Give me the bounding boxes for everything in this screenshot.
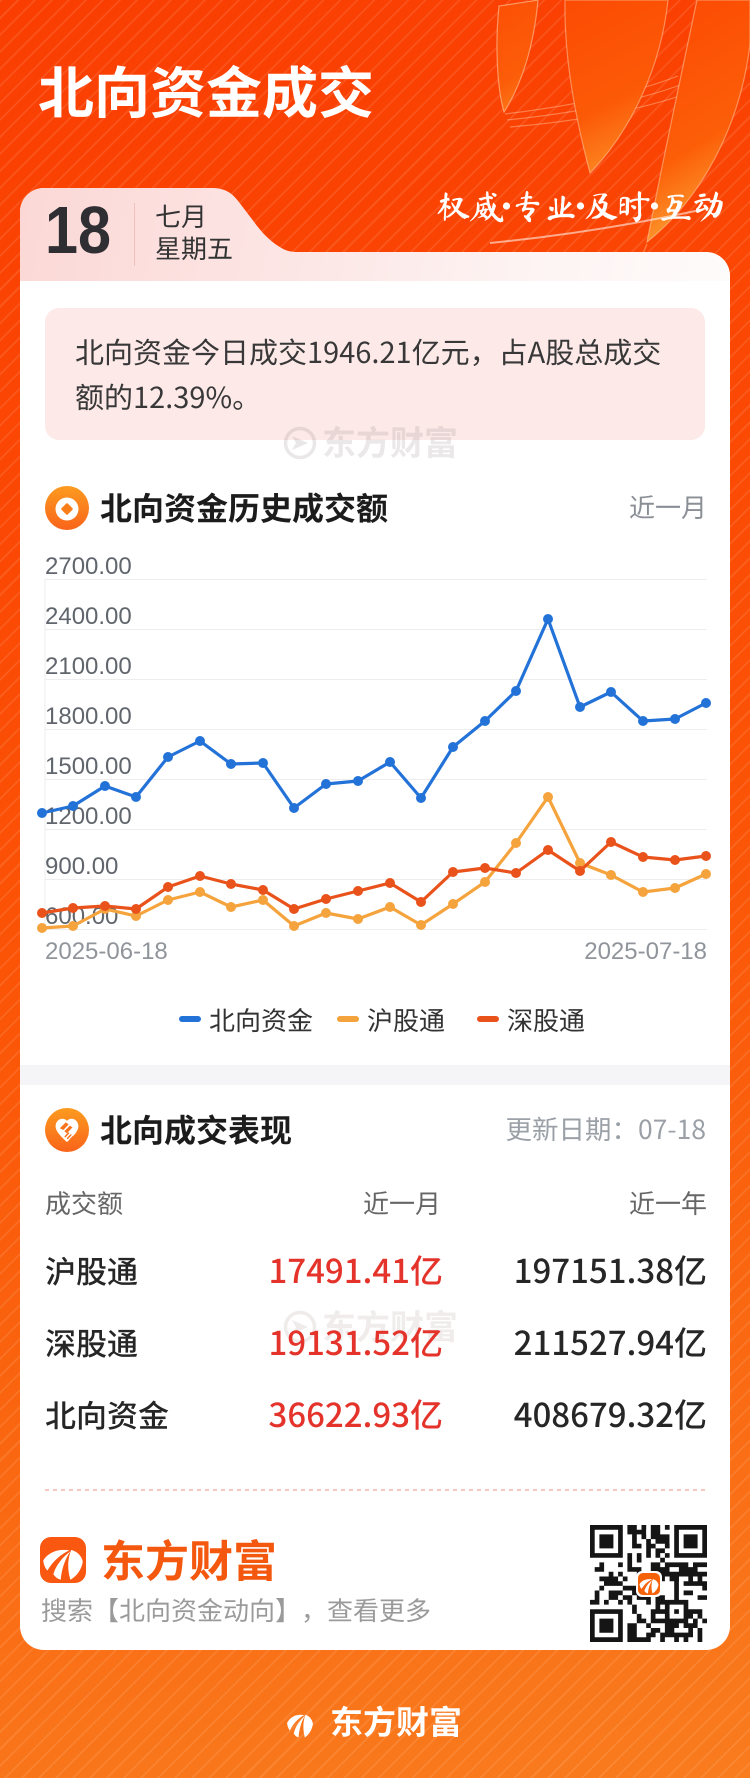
svg-text:2100.00: 2100.00 — [45, 653, 132, 680]
svg-text:2700.00: 2700.00 — [45, 553, 132, 580]
svg-text:1500.00: 1500.00 — [45, 753, 132, 780]
svg-text:2025-07-18: 2025-07-18 — [584, 938, 707, 965]
svg-text:1200.00: 1200.00 — [45, 803, 132, 830]
svg-text:2400.00: 2400.00 — [45, 603, 132, 630]
svg-text:18: 18 — [45, 193, 111, 268]
svg-text:1800.00: 1800.00 — [45, 703, 132, 730]
svg-text:2025-06-18: 2025-06-18 — [45, 938, 168, 965]
svg-text:900.00: 900.00 — [45, 853, 118, 880]
